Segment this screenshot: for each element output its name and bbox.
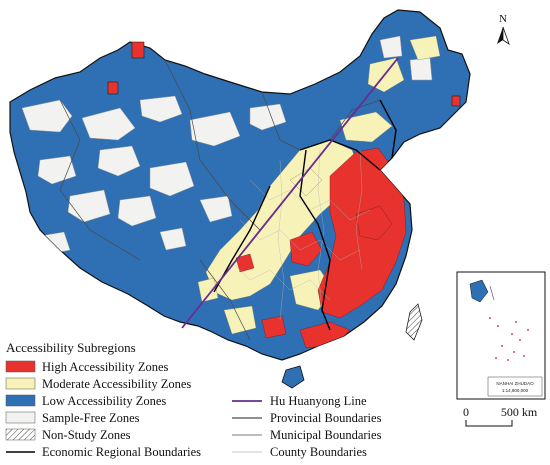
legend-label-municipal: Municipal Boundaries — [270, 428, 382, 442]
china-map — [9, 9, 471, 389]
legend-title: Accessibility Subregions — [6, 340, 136, 355]
high-accessibility-zones — [235, 147, 407, 349]
legend-label-non-study: Non-Study Zones — [42, 428, 131, 442]
high-accessibility-patch — [451, 95, 461, 107]
legend-label-provincial: Provincial Boundaries — [270, 411, 382, 425]
inset-islands — [489, 317, 529, 361]
legend-label-moderate: Moderate Accessibility Zones — [42, 377, 191, 391]
sample-free-zones — [21, 35, 433, 255]
low-accessibility-region — [9, 9, 471, 361]
high-accessibility-patch — [131, 41, 145, 59]
legend-label-high: High Accessibility Zones — [42, 360, 169, 374]
legend-label-economic: Economic Regional Boundaries — [42, 445, 201, 459]
legend-label-county: County Boundaries — [270, 445, 367, 459]
scale-end-label: 500 km — [501, 405, 538, 419]
north-arrow: N — [497, 13, 510, 45]
inset-title: NANHAI ZHUDAO — [496, 381, 534, 386]
county-boundaries — [229, 149, 371, 321]
legend-swatch-low — [5, 394, 36, 407]
legend-label-sample-free: Sample-Free Zones — [42, 411, 140, 425]
legend-swatch-non-study — [5, 428, 36, 441]
inset-scale: 1:14,800,000 — [502, 388, 529, 393]
inset-map: NANHAI ZHUDAO 1:14,800,000 — [456, 271, 546, 400]
non-study-zone-taiwan — [405, 303, 423, 341]
legend-swatch-sample-free — [5, 411, 36, 424]
hainan-island — [281, 365, 305, 389]
legend-label-low: Low Accessibility Zones — [42, 394, 166, 408]
hu-huanyong-line — [181, 57, 399, 329]
legend-swatch-high — [5, 360, 36, 373]
provincial-boundaries — [59, 59, 381, 341]
high-accessibility-patch — [107, 81, 119, 95]
legend: Accessibility Subregions High Accessibil… — [5, 340, 382, 459]
scale-start-label: 0 — [463, 405, 469, 419]
scale-bar: 0 500 km — [463, 405, 538, 427]
north-arrow-icon — [497, 27, 503, 44]
north-label: N — [499, 13, 507, 25]
legend-swatch-moderate — [5, 377, 36, 390]
legend-label-hu: Hu Huanyong Line — [270, 394, 367, 408]
